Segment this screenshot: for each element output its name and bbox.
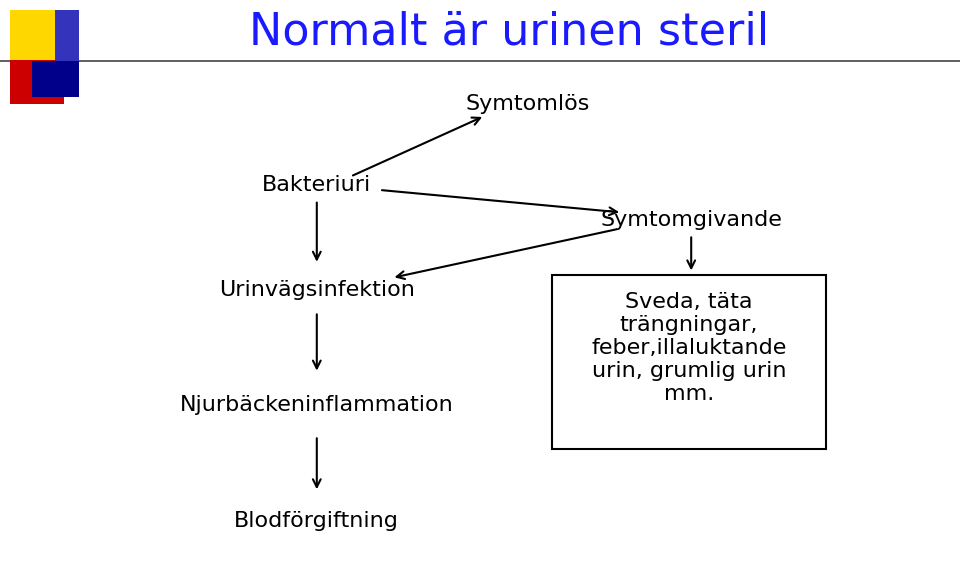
Text: Symtomlös: Symtomlös (466, 94, 590, 114)
Text: Symtomgivande: Symtomgivande (600, 210, 782, 230)
Text: Bakteriuri: Bakteriuri (262, 175, 372, 195)
FancyBboxPatch shape (10, 10, 79, 61)
FancyBboxPatch shape (552, 275, 826, 449)
FancyBboxPatch shape (10, 60, 64, 104)
FancyBboxPatch shape (32, 61, 79, 97)
Text: Njurbäckeninflammation: Njurbäckeninflammation (180, 395, 454, 415)
Text: Blodförgiftning: Blodförgiftning (234, 511, 399, 531)
Text: Normalt är urinen steril: Normalt är urinen steril (249, 10, 769, 53)
FancyBboxPatch shape (55, 10, 79, 61)
Text: Sveda, täta
trängningar,
feber,illaluktande
urin, grumlig urin
mm.: Sveda, täta trängningar, feber,illalukta… (591, 292, 786, 404)
Text: Urinvägsinfektion: Urinvägsinfektion (219, 280, 415, 299)
